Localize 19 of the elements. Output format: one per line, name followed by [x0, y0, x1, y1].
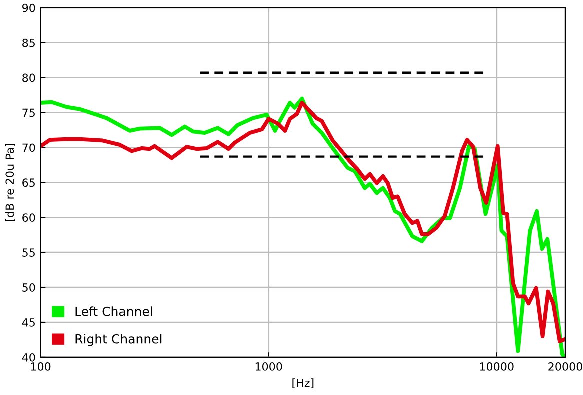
y-tick-label: 85: [22, 38, 35, 48]
x-tick-label: 20000: [548, 362, 582, 371]
y-tick-label: 75: [22, 108, 35, 118]
y-axis-title: [dB re 20u Pa]: [6, 144, 16, 222]
y-tick-label: 65: [22, 178, 35, 188]
y-tick-label: 80: [22, 74, 36, 82]
x-tick-label: 1000: [256, 362, 282, 371]
y-tick-label: 60: [22, 214, 36, 222]
y-tick-label: 50: [22, 284, 36, 292]
x-axis-title: [Hz]: [292, 378, 314, 389]
x-tick-label: 10000: [480, 362, 514, 371]
y-tick-label: 45: [22, 318, 35, 327]
y-tick-label: 55: [22, 248, 35, 257]
y-tick-label: 70: [22, 144, 36, 152]
y-tick-label: 40: [22, 353, 36, 362]
legend-label: Right Channel: [76, 334, 162, 346]
legend-label: Left Channel: [76, 306, 152, 316]
x-tick-label: 100: [31, 362, 51, 371]
y-tick-label: 90: [22, 4, 36, 12]
